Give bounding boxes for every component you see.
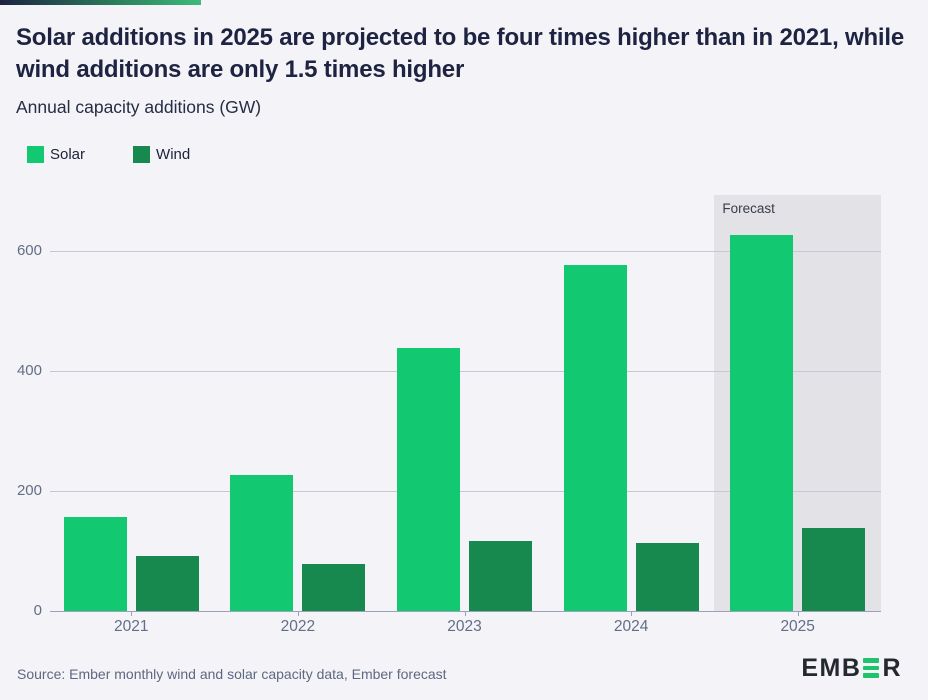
bar-wind-2021[interactable] bbox=[135, 556, 199, 611]
bar-solar-2023[interactable] bbox=[397, 348, 460, 611]
source-note: Source: Ember monthly wind and solar cap… bbox=[17, 666, 447, 682]
page-title: Solar additions in 2025 are projected to… bbox=[16, 24, 905, 83]
x-axis-tick bbox=[297, 611, 299, 616]
x-axis-label: 2022 bbox=[280, 618, 316, 635]
legend-label: Wind bbox=[156, 146, 191, 163]
x-axis-tick bbox=[797, 611, 799, 616]
gridline bbox=[50, 371, 881, 372]
gridline bbox=[50, 251, 881, 252]
gridline bbox=[50, 491, 881, 492]
y-axis-tick-label: 0 bbox=[33, 602, 42, 619]
bar-solar-2022[interactable] bbox=[230, 475, 294, 611]
y-axis-tick-label: 200 bbox=[16, 482, 42, 499]
legend-item-wind: Wind bbox=[133, 146, 190, 163]
wind-swatch-icon bbox=[133, 146, 151, 163]
x-axis-label: 2025 bbox=[780, 618, 815, 635]
ember-logo-text-suffix: R bbox=[882, 654, 902, 682]
x-axis-label: 2023 bbox=[447, 618, 482, 635]
legend-label: Solar bbox=[50, 146, 86, 163]
x-axis-tick bbox=[131, 611, 133, 616]
forecast-label: Forecast bbox=[722, 201, 775, 216]
bar-solar-2025[interactable] bbox=[730, 234, 794, 611]
page-subtitle: Annual capacity additions (GW) bbox=[16, 97, 262, 117]
top-accent-bar bbox=[0, 0, 201, 5]
y-axis-tick-label: 600 bbox=[16, 242, 42, 259]
bar-wind-2025[interactable] bbox=[802, 528, 866, 611]
x-axis-tick bbox=[631, 611, 633, 616]
bar-wind-2022[interactable] bbox=[302, 564, 366, 611]
bar-solar-2024[interactable] bbox=[563, 265, 627, 611]
bar-wind-2023[interactable] bbox=[469, 540, 532, 611]
ember-logo-text-prefix: EMB bbox=[801, 654, 862, 682]
x-axis-label: 2024 bbox=[613, 618, 649, 635]
bar-solar-2021[interactable] bbox=[63, 516, 127, 611]
ember-logo: EMB R bbox=[801, 654, 902, 682]
bar-wind-2024[interactable] bbox=[635, 543, 699, 611]
x-axis-tick bbox=[464, 611, 466, 616]
y-axis-tick-label: 400 bbox=[16, 362, 42, 379]
solar-swatch-icon bbox=[27, 146, 44, 163]
x-axis-label: 2021 bbox=[114, 618, 149, 635]
legend-item-solar: Solar bbox=[27, 146, 85, 163]
axis-baseline bbox=[50, 611, 881, 612]
ember-logo-bars-icon bbox=[863, 654, 880, 682]
legend: Solar Wind bbox=[27, 146, 190, 163]
